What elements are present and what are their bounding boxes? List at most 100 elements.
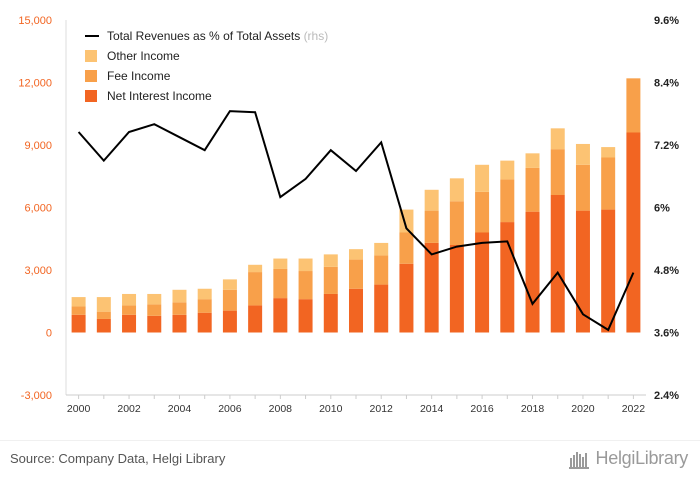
bar-segment <box>248 305 263 333</box>
legend-swatch <box>85 90 97 102</box>
bar-segment <box>197 299 212 313</box>
bar-segment <box>172 289 187 303</box>
x-tick-label: 2004 <box>168 403 192 415</box>
legend-label: Fee Income <box>107 69 171 83</box>
bar-segment <box>374 242 389 256</box>
bar-segment <box>374 255 389 285</box>
x-tick-label: 2006 <box>218 403 242 415</box>
x-tick-label: 2008 <box>269 403 293 415</box>
legend: Total Revenues as % of Total Assets (rhs… <box>85 29 328 103</box>
bar-segment <box>550 128 565 150</box>
y-right-tick-label: 7.2% <box>654 140 679 152</box>
y-left-tick-label: 6,000 <box>24 203 52 215</box>
bar-segment <box>550 195 565 333</box>
bar-segment <box>349 288 363 333</box>
bar-segment <box>147 293 162 305</box>
bar-segment <box>449 201 464 245</box>
bar-segment <box>122 293 137 306</box>
x-tick-label: 2000 <box>67 403 91 415</box>
bar-segment <box>298 258 313 272</box>
legend-label: Other Income <box>107 49 180 63</box>
chart: 15,000 12,000 9,000 6,000 3,000 0 -3,000 9.6% 8.… <box>18 15 679 415</box>
y-left-tick-label: 12,000 <box>18 78 52 90</box>
bar-segment <box>222 310 237 333</box>
library-books-icon <box>568 451 589 469</box>
bar-segment <box>399 263 414 333</box>
bar-segment <box>248 272 263 306</box>
revenue-ratio-line <box>77 110 635 332</box>
bar-segment <box>222 289 237 311</box>
y-right-tick-label: 9.6% <box>654 15 679 27</box>
bar-segment <box>273 258 288 269</box>
footer-divider <box>0 440 700 441</box>
x-tick-label: 2002 <box>117 403 141 415</box>
y-left-tick-label: 9,000 <box>24 140 52 152</box>
bar-segment <box>500 160 515 180</box>
bar-segment <box>323 293 338 333</box>
bar-segment <box>601 157 616 210</box>
footer: Source: Company Data, Helgi Library Helg… <box>0 440 700 483</box>
bar-segment <box>424 210 439 243</box>
bar-segment <box>399 232 414 264</box>
axes: 15,000 12,000 9,000 6,000 3,000 0 -3,000 9.6% 8.… <box>18 15 679 415</box>
bar-segment <box>575 143 590 165</box>
bar-segment <box>273 268 288 299</box>
bar-segment <box>500 222 515 333</box>
bar-segment <box>575 164 590 211</box>
bar-segment <box>424 242 439 333</box>
bar-segment <box>424 189 439 211</box>
logo-text: HelgiLibrary <box>595 448 689 468</box>
bar-segment <box>601 147 616 158</box>
bar-segment <box>374 284 389 333</box>
bars <box>71 78 641 333</box>
helgi-library-logo: HelgiLibrary <box>568 448 689 469</box>
x-tick-label: 2018 <box>521 403 545 415</box>
bar-segment <box>349 259 363 289</box>
bar-segment <box>298 299 313 333</box>
y-right-tick-label: 2.4% <box>654 390 679 402</box>
bar-segment <box>575 210 590 333</box>
bar-segment <box>96 311 111 319</box>
bar-segment <box>626 78 641 133</box>
bar-segment <box>349 249 363 260</box>
bar-segment <box>197 288 212 300</box>
x-tick-label: 2016 <box>470 403 494 415</box>
bar-segment <box>601 209 616 333</box>
legend-swatch <box>85 70 97 82</box>
y-right-tick-label: 3.6% <box>654 328 679 340</box>
source-note: Source: Company Data, Helgi Library <box>10 451 226 466</box>
legend-label: Net Interest Income <box>107 89 212 103</box>
bar-segment <box>71 314 86 333</box>
bar-segment <box>147 304 162 316</box>
bar-segment <box>197 312 212 333</box>
x-tick-label: 2022 <box>622 403 646 415</box>
bar-segment <box>96 318 111 333</box>
x-tick-label: 2010 <box>319 403 343 415</box>
bar-segment <box>475 232 490 333</box>
y-right-tick-label: 6% <box>654 203 670 215</box>
bar-segment <box>475 164 490 192</box>
legend-rhs-note: (rhs) <box>304 29 329 43</box>
bar-segment <box>71 297 86 307</box>
bar-segment <box>525 167 540 212</box>
y-left-tick-label: 3,000 <box>24 265 52 277</box>
bar-segment <box>449 178 464 202</box>
x-tick-label: 2014 <box>420 403 444 415</box>
y-right-tick-label: 8.4% <box>654 78 679 90</box>
bar-segment <box>122 305 137 315</box>
bar-segment <box>222 279 237 290</box>
bar-segment <box>298 271 313 300</box>
bar-segment <box>147 315 162 333</box>
y-left-tick-label: 0 <box>46 328 52 340</box>
x-tick-label: 2020 <box>571 403 595 415</box>
revenue-ratio-polyline <box>77 110 635 332</box>
bar-segment <box>172 314 187 333</box>
bar-segment <box>71 306 86 315</box>
bar-segment <box>475 191 490 233</box>
bar-segment <box>550 149 565 195</box>
legend-label: Total Revenues as % of Total Assets (rhs… <box>107 29 328 43</box>
bar-segment <box>323 266 338 294</box>
bar-segment <box>122 314 137 333</box>
y-left-tick-label: -3,000 <box>21 390 52 402</box>
bar-segment <box>500 179 515 223</box>
